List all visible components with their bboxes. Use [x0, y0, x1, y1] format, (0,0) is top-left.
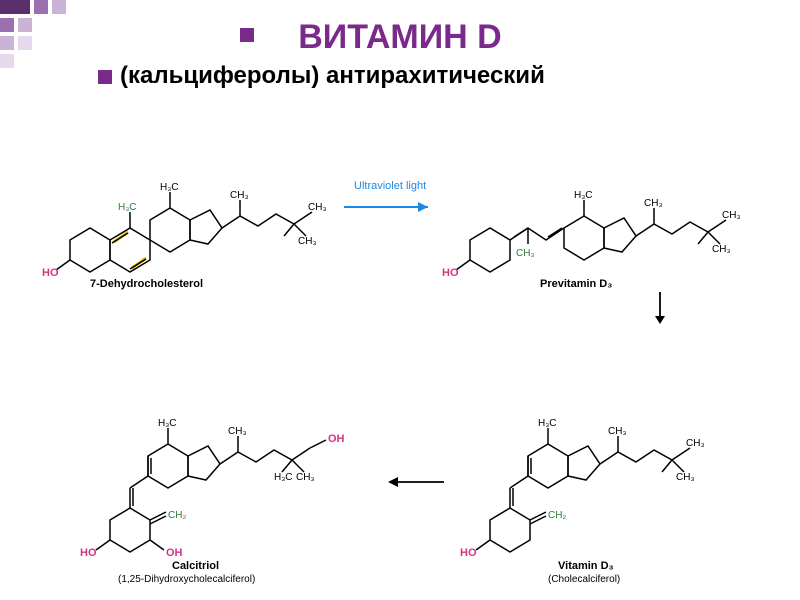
page-title: ВИТАМИН D — [298, 18, 502, 57]
svg-text:CH₃: CH₃ — [608, 426, 627, 437]
svg-text:CH₃: CH₃ — [516, 248, 535, 259]
svg-text:HO: HO — [42, 267, 59, 279]
svg-text:CH₃: CH₃ — [308, 202, 327, 213]
title-bullet — [240, 28, 254, 42]
molecule-vitamin-d3: HO CH₂ H₃C CH₃ CH₃ CH₃ — [440, 320, 760, 560]
label-vitamin-d3: Vitamin D₃ — [558, 560, 614, 572]
svg-text:HO: HO — [442, 267, 459, 279]
svg-text:OH: OH — [166, 547, 183, 559]
molecule-calcitriol: HO OH OH CH₂ H₃C CH₃ CH₃ H₃C — [60, 320, 380, 560]
svg-text:CH₃: CH₃ — [686, 438, 705, 449]
svg-text:HO: HO — [80, 547, 97, 559]
molecule-7-dehydrocholesterol: HO H₃C H₃C CH₃ CH₃ CH₃ — [40, 110, 350, 280]
arrow-left — [380, 470, 450, 494]
label-calcitriol: Calcitriol — [172, 560, 219, 572]
svg-text:CH₂: CH₂ — [548, 510, 566, 521]
molecule-previtamin-d3: HO H₃C CH₃ CH₃ CH₃ CH₃ — [440, 110, 760, 280]
sublabel-vitamin-d3: (Cholecalciferol) — [548, 574, 620, 585]
uv-arrow — [340, 195, 440, 219]
svg-text:H₃C: H₃C — [160, 182, 179, 193]
svg-text:H₃C: H₃C — [118, 202, 137, 213]
svg-text:CH₃: CH₃ — [230, 190, 249, 201]
svg-text:OH: OH — [328, 433, 345, 445]
label-7-dehydrocholesterol: 7-Dehydrocholesterol — [90, 278, 203, 290]
uv-label: Ultraviolet light — [354, 180, 426, 192]
svg-text:CH₃: CH₃ — [296, 472, 315, 483]
svg-text:CH₃: CH₃ — [712, 244, 731, 255]
svg-text:H₃C: H₃C — [274, 472, 293, 483]
svg-text:CH₂: CH₂ — [168, 510, 186, 521]
svg-text:CH₃: CH₃ — [722, 210, 741, 221]
svg-text:H₃C: H₃C — [538, 418, 557, 429]
svg-text:CH₃: CH₃ — [644, 198, 663, 209]
svg-text:CH₃: CH₃ — [298, 236, 317, 247]
label-previtamin-d3: Previtamin D₃ — [540, 278, 612, 290]
svg-text:H₃C: H₃C — [574, 190, 593, 201]
subtitle: (кальциферолы) антирахитический — [120, 62, 545, 90]
sublabel-calcitriol: (1,25-Dihydroxycholecalciferol) — [118, 574, 255, 585]
corner-decoration — [0, 0, 120, 80]
svg-text:CH₃: CH₃ — [676, 472, 695, 483]
svg-text:CH₃: CH₃ — [228, 426, 247, 437]
subtitle-bullet — [98, 70, 112, 84]
svg-text:H₃C: H₃C — [158, 418, 177, 429]
svg-text:HO: HO — [460, 547, 477, 559]
